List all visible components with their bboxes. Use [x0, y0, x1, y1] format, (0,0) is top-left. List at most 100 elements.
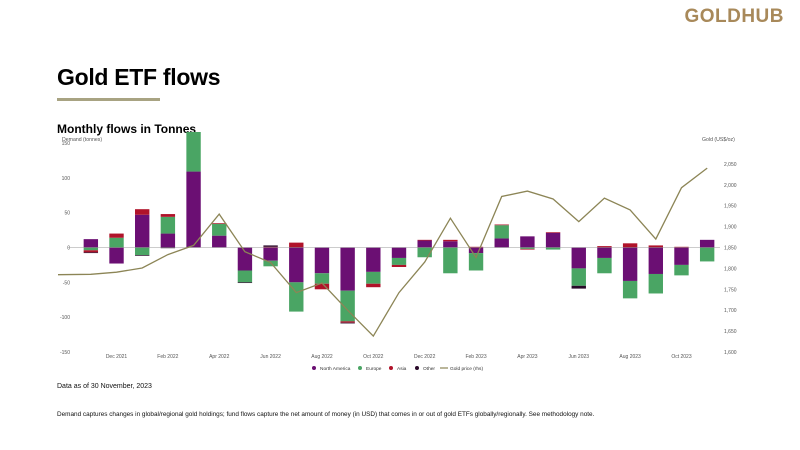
y2-axis-title: Gold (US$/oz) [702, 137, 735, 143]
x-tick-label: Jun 2022 [260, 354, 281, 360]
bar-north-america [135, 214, 150, 248]
bar-asia [417, 239, 432, 241]
y2-tick-label: 1,800 [724, 266, 737, 272]
bar-europe [186, 132, 201, 172]
bar-asia [263, 246, 278, 248]
bar-other [83, 252, 99, 254]
x-tick-label: Apr 2023 [517, 354, 538, 360]
bar-north-america [417, 240, 432, 248]
bar-europe [417, 247, 432, 258]
bar-north-america [520, 236, 535, 248]
x-tick-label: Apr 2022 [209, 354, 230, 360]
y-tick-label: 50 [64, 211, 70, 217]
bar-north-america [160, 233, 176, 248]
bar-europe [597, 257, 612, 274]
y2-tick-label: 1,950 [724, 204, 737, 210]
bar-europe [545, 247, 561, 250]
y-axis-title: Demand (tonnes) [62, 137, 102, 143]
bar-north-america [571, 247, 586, 269]
bar-europe [83, 247, 99, 251]
bar-asia [83, 250, 99, 253]
y-tick-label: -50 [63, 280, 70, 286]
bar-europe [622, 280, 638, 299]
bar-europe [263, 260, 278, 267]
bar-europe [674, 264, 689, 276]
bar-north-america [109, 247, 124, 264]
x-tick-label: Dec 2021 [106, 354, 128, 360]
legend-label: North America [320, 366, 351, 372]
goldhub-logo[interactable]: GOLDHUB [684, 6, 784, 27]
bar-north-america [340, 247, 355, 291]
bar-north-america [468, 247, 484, 254]
bar-asia [135, 209, 150, 215]
bar-asia [674, 246, 689, 248]
chart-subtitle: Monthly flows in Tonnes [57, 122, 197, 136]
bar-europe [314, 273, 330, 284]
bar-other [263, 245, 278, 247]
legend-swatch [389, 366, 393, 370]
bar-europe [494, 225, 509, 239]
legend-swatch [312, 366, 316, 370]
chart-legend: North America Europe Asia Other Gold price (… [312, 366, 483, 372]
bar-north-america [622, 247, 638, 281]
etf-flows-chart: Demand (tonnes) Gold (US$/oz) 150 100 50 0 -50… [57, 132, 737, 372]
legend-label: Other [423, 366, 435, 372]
y-tick-label: -100 [60, 315, 70, 321]
bar-asia [109, 233, 124, 238]
bar-north-america [289, 247, 304, 283]
bar-asia [212, 223, 227, 224]
bar-europe [212, 223, 227, 236]
bar-other [237, 282, 253, 284]
bar-north-america [391, 247, 407, 258]
y2-tick-label: 1,650 [724, 329, 737, 335]
bar-asia [160, 214, 176, 217]
bar-north-america [366, 247, 381, 272]
legend-swatch [358, 366, 362, 370]
bar-europe [160, 216, 176, 234]
x-tick-label: Aug 2022 [311, 354, 333, 360]
bar-asia [597, 246, 612, 248]
bar-asia [520, 248, 535, 250]
gold-price-line [57, 167, 708, 338]
bar-europe [571, 268, 586, 286]
bar-north-america [443, 241, 458, 248]
bar-north-america [648, 247, 663, 274]
bar-north-america [494, 238, 509, 248]
y-tick-label: 0 [67, 246, 70, 252]
bar-asia [289, 242, 304, 248]
y-tick-label: 150 [62, 141, 71, 147]
y2-tick-label: 1,900 [724, 225, 737, 231]
bar-asia [648, 245, 663, 248]
bar-north-america [186, 171, 201, 248]
bar-europe [109, 237, 124, 248]
x-tick-label: Oct 2023 [671, 354, 692, 360]
bar-other [340, 322, 355, 324]
x-tick-label: Feb 2023 [465, 354, 486, 360]
legend-label: Europe [366, 366, 382, 372]
bar-north-america [699, 239, 715, 248]
bar-other [135, 255, 150, 256]
bar-other [571, 285, 586, 289]
y-tick-label: 100 [62, 176, 71, 182]
y2-tick-label: 1,600 [724, 350, 737, 356]
x-tick-label: Feb 2022 [157, 354, 178, 360]
y2-tick-label: 1,700 [724, 308, 737, 314]
legend-label: Asia [397, 366, 407, 372]
bar-europe [135, 247, 150, 256]
bar-asia [391, 264, 407, 268]
bar-europe [443, 247, 458, 274]
bar-north-america [263, 247, 278, 261]
bar-asia [366, 283, 381, 288]
bar-asia [622, 243, 638, 248]
bar-asia [468, 246, 484, 248]
legend-label: Gold price (rhs) [450, 366, 483, 372]
x-tick-label: Aug 2023 [619, 354, 641, 360]
bar-north-america [212, 235, 227, 248]
bar-north-america [314, 247, 330, 274]
bar-europe [520, 247, 535, 249]
bar-asia [340, 321, 355, 323]
bar-north-america [674, 247, 689, 265]
title-underline [57, 98, 160, 101]
bar-europe [391, 257, 407, 265]
bar-asia [314, 283, 330, 290]
